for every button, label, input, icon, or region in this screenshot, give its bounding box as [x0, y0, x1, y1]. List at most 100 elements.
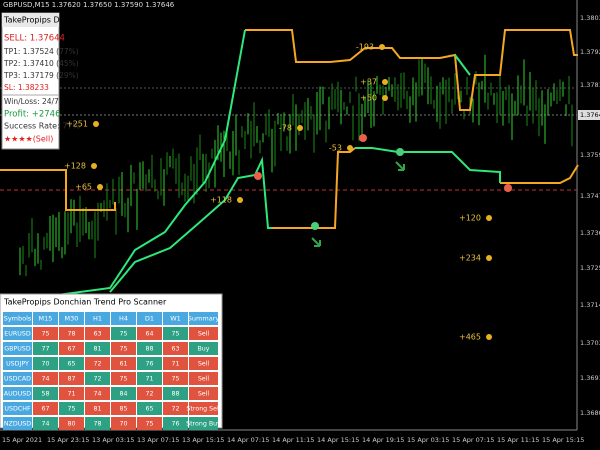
- donchian-upper: [454, 54, 471, 76]
- cell-text: 63: [93, 331, 101, 338]
- trade-dot: [347, 145, 353, 151]
- cell-text: Sell: [198, 376, 210, 383]
- dashboard-titlebar: [2, 13, 59, 27]
- price-label: 1.37920: [580, 48, 600, 56]
- signal-dot: [254, 172, 262, 180]
- cell: [3, 417, 32, 430]
- cell-text: 75: [67, 406, 75, 413]
- time-label: 15 Apr 2021: [2, 436, 42, 444]
- time-label: 13 Apr 07:15: [137, 436, 179, 444]
- trade-label: +120: [459, 214, 481, 223]
- cell-text: 88: [171, 391, 179, 398]
- symbol-header: GBPUSD,M15 1.37620 1.37650 1.37590 1.376…: [3, 1, 175, 9]
- cell: [59, 327, 84, 340]
- trade-dot: [91, 163, 97, 169]
- cell: [137, 327, 162, 340]
- trade-label: +234: [459, 254, 481, 263]
- signal: SELL: 1.37644: [4, 34, 65, 44]
- cell: [111, 402, 136, 415]
- cell-text: 71: [67, 391, 75, 398]
- price-label: 1.36915: [580, 374, 600, 382]
- cell-text: 78: [93, 421, 101, 428]
- signal-dot: [311, 222, 319, 230]
- cell: [59, 342, 84, 355]
- cell: [189, 357, 218, 370]
- cell: [163, 387, 188, 400]
- cell: [33, 342, 58, 355]
- signal-dot: [396, 148, 404, 156]
- cell: [163, 342, 188, 355]
- trade-label: +118: [210, 196, 232, 205]
- column-header: W1: [170, 315, 181, 323]
- cell: [59, 417, 84, 430]
- cell-text: 81: [93, 346, 101, 353]
- time-label: 13 Apr 03:15: [92, 436, 134, 444]
- header-cell: [189, 312, 218, 325]
- tp1: TP1: 1.37524 (77%): [3, 47, 79, 56]
- cell-text: 85: [119, 406, 127, 413]
- cell: [59, 357, 84, 370]
- cell: [163, 357, 188, 370]
- trade-dot: [379, 44, 385, 50]
- trade-dot: [486, 334, 492, 340]
- trade-dot: [486, 255, 492, 261]
- cell-text: 70: [41, 361, 49, 368]
- cell-text: GBPUSD: [4, 346, 31, 353]
- header-cell: [85, 312, 110, 325]
- column-header: Symbols: [4, 315, 32, 323]
- column-header: D1: [145, 315, 154, 323]
- cell-text: USDJPY: [6, 361, 29, 368]
- cell-text: EURUSD: [4, 331, 31, 338]
- candles: [19, 54, 573, 277]
- cell: [33, 417, 58, 430]
- trade-label: -78: [279, 124, 292, 133]
- sl: SL: 1.38233: [4, 83, 49, 92]
- cell-text: Sell: [198, 391, 210, 398]
- cell-text: 63: [171, 346, 179, 353]
- time-label: 14 Apr 15:15: [317, 436, 359, 444]
- trade-dot: [382, 79, 388, 85]
- trade-dot: [97, 184, 103, 190]
- trade-label: -53: [329, 144, 342, 153]
- cell: [85, 417, 110, 430]
- cell-text: Sell: [198, 361, 210, 368]
- time-label: 13 Apr 15:15: [182, 436, 224, 444]
- cell: [33, 387, 58, 400]
- header-cell: [111, 312, 136, 325]
- cell: [85, 372, 110, 385]
- cell: [163, 402, 188, 415]
- price-label: 1.37030: [580, 339, 600, 347]
- cell: [111, 357, 136, 370]
- cell-text: 77: [41, 346, 49, 353]
- rating: ★★★★(Sell): [4, 135, 53, 144]
- cell: [59, 402, 84, 415]
- cell-text: 65: [67, 361, 75, 368]
- time-label: 14 Apr 11:15: [272, 436, 314, 444]
- donchian-upper: [0, 169, 116, 211]
- price-label: 1.37475: [580, 192, 600, 200]
- trade-label: +251: [66, 120, 88, 129]
- cell: [163, 417, 188, 430]
- cell-text: 76: [145, 361, 153, 368]
- cell: [3, 402, 32, 415]
- cell: [85, 342, 110, 355]
- trade-label: +37: [360, 78, 377, 87]
- header-cell: [33, 312, 58, 325]
- cell-text: 75: [145, 421, 153, 428]
- current-price-box: [578, 110, 600, 120]
- header-cell: [163, 312, 188, 325]
- price-label: 1.37140: [580, 301, 600, 309]
- trade-label: +128: [64, 162, 86, 171]
- trade-dot: [93, 121, 99, 127]
- cell: [111, 387, 136, 400]
- cell: [189, 402, 218, 415]
- cell-text: USDCAD: [4, 376, 31, 383]
- time-label: 15 Apr 07:15: [452, 436, 494, 444]
- trade-dot: [382, 95, 388, 101]
- scanner-title: TakePropips Donchian Trend Pro Scanner: [3, 298, 167, 307]
- cell: [189, 327, 218, 340]
- donchian-upper: [245, 29, 578, 111]
- cell: [137, 342, 162, 355]
- trade-dot: [486, 215, 492, 221]
